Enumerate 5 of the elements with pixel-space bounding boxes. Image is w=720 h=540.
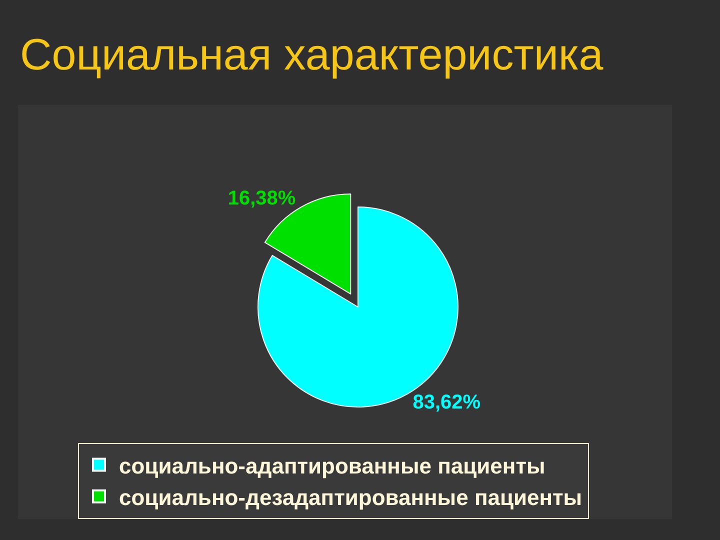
legend-label: социально-дезадаптированные пациенты [119, 484, 582, 510]
legend-label: социально-адаптированные пациенты [119, 453, 546, 478]
data-label: 83,62% [412, 391, 481, 414]
chart-title: Социальная характеристика [20, 30, 604, 80]
data-label: 16,38% [228, 188, 296, 210]
